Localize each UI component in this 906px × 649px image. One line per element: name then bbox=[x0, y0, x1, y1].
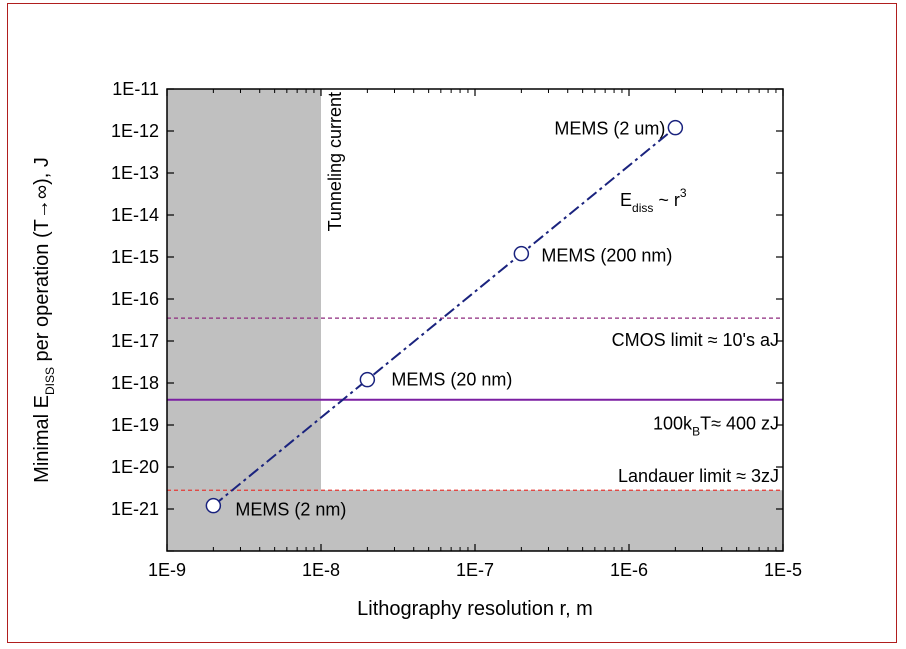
points-layer bbox=[205, 119, 684, 514]
y-tick-label: 1E-15 bbox=[111, 247, 159, 267]
y-tick-label: 1E-17 bbox=[111, 331, 159, 351]
data-point-0 bbox=[205, 497, 222, 514]
fit-label: Ediss ~ r3 bbox=[620, 186, 687, 215]
x-tick-label: 1E-8 bbox=[302, 560, 340, 580]
text-layer: 1E-9 1E-8 1E-7 1E-6 1E-5 1E-11 1E-12 1E-13 1E-14… bbox=[31, 79, 802, 620]
point-label: MEMS (200 nm) bbox=[541, 246, 672, 266]
x-tick-label: 1E-5 bbox=[764, 560, 802, 580]
point-label: MEMS (2 nm) bbox=[235, 500, 346, 520]
y-tick-label: 1E-13 bbox=[111, 163, 159, 183]
point-label: MEMS (2 um) bbox=[554, 119, 665, 139]
y-tick-label: 1E-20 bbox=[111, 457, 159, 477]
data-point-2 bbox=[513, 245, 530, 262]
y-tick-label: 1E-18 bbox=[111, 373, 159, 393]
shaded-region-0 bbox=[167, 89, 321, 551]
y-tick-label: 1E-19 bbox=[111, 415, 159, 435]
y-tick-label: 1E-11 bbox=[112, 79, 159, 99]
axes-layer bbox=[166, 88, 784, 552]
y-tick-label: 1E-12 bbox=[111, 121, 159, 141]
thermal-energy-label: 100kBT≈ 400 zJ bbox=[653, 414, 779, 439]
lines-layer bbox=[167, 126, 783, 507]
chart: 1E-9 1E-8 1E-7 1E-6 1E-5 1E-11 1E-12 1E-13 1E-14… bbox=[31, 79, 802, 620]
x-tick-label: 1E-7 bbox=[456, 560, 494, 580]
y-tick-label: 1E-16 bbox=[111, 289, 159, 309]
figure-frame: 1E-9 1E-8 1E-7 1E-6 1E-5 1E-11 1E-12 1E-13 1E-14… bbox=[7, 3, 897, 643]
data-point-1 bbox=[359, 371, 376, 388]
y-tick-label: 1E-21 bbox=[111, 499, 159, 519]
tunneling-current-label: Tunneling current bbox=[325, 92, 345, 231]
x-axis-title: Lithography resolution r, m bbox=[357, 598, 593, 620]
y-axis-title: Minimal EDISS per operation (T→∞), J bbox=[31, 157, 57, 483]
shaded-region-1 bbox=[167, 490, 783, 551]
data-point-3 bbox=[667, 119, 684, 136]
fit-line bbox=[212, 126, 676, 507]
x-tick-label: 1E-6 bbox=[610, 560, 648, 580]
landauer-limit-label: Landauer limit ≈ 3zJ bbox=[618, 466, 779, 486]
x-tick-label: 1E-9 bbox=[148, 560, 186, 580]
cmos-limit-label: CMOS limit ≈ 10's aJ bbox=[612, 330, 779, 350]
y-tick-label: 1E-14 bbox=[111, 205, 159, 225]
point-label: MEMS (20 nm) bbox=[391, 370, 512, 390]
shading-layer bbox=[167, 89, 783, 551]
